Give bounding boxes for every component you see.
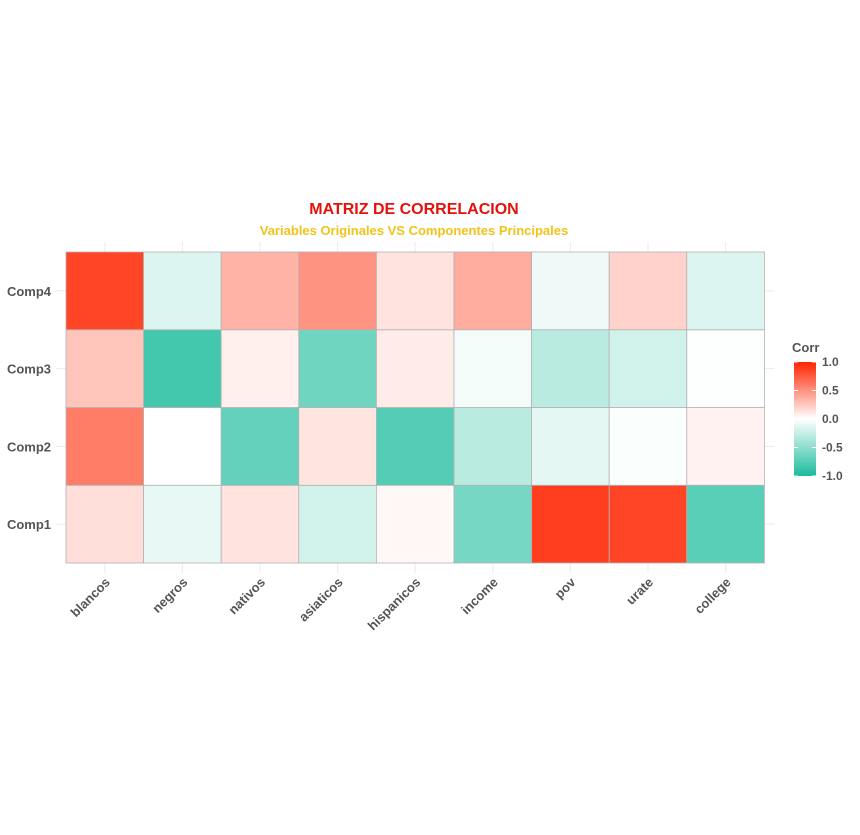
- y-tick-label: Comp1: [7, 517, 51, 532]
- heatmap-cell-comp2-nativos: [220, 407, 300, 486]
- legend-tick-label: 0.0: [822, 412, 839, 426]
- heatmap-cell-comp3-urate: [608, 329, 688, 408]
- heatmap-cell-comp1-blancos: [65, 484, 144, 564]
- x-tick-label: negros: [149, 575, 190, 616]
- heatmap-cell-comp3-pov: [531, 329, 610, 408]
- heatmap-cell-comp4-pov: [531, 251, 610, 331]
- x-tick-label: urate: [623, 575, 656, 608]
- heatmap-cell-comp1-negros: [143, 484, 222, 564]
- heatmap-cell-comp3-asiaticos: [298, 329, 377, 408]
- heatmap-cell-comp4-income: [453, 251, 532, 331]
- legend-tick-label: 0.5: [822, 384, 839, 398]
- x-tick-label: income: [458, 575, 501, 618]
- heatmap-cell-comp4-asiaticos: [298, 251, 377, 331]
- y-tick-label: Comp2: [7, 439, 51, 454]
- legend: Corr 1.0 0.5 0.0 -0.5 -1.0: [792, 340, 843, 483]
- heatmap-cells: [65, 251, 765, 564]
- legend-colorbar: [794, 362, 816, 476]
- heatmap-cell-comp4-hispanicos: [375, 251, 455, 331]
- heatmap-cell-comp2-asiaticos: [298, 407, 377, 486]
- x-tick-label: college: [691, 575, 733, 617]
- y-axis-ticks: Comp1 Comp2 Comp3 Comp4: [7, 284, 52, 532]
- heatmap-cell-comp2-income: [453, 407, 532, 486]
- x-axis-ticks: blancos negros nativos asiaticos hispanicos i…: [68, 574, 734, 633]
- heatmap-cell-comp1-hispanicos: [375, 484, 455, 564]
- heatmap-cell-comp1-asiaticos: [298, 484, 377, 564]
- legend-tick-label: 1.0: [822, 355, 839, 369]
- heatmap-cell-comp3-college: [686, 329, 765, 408]
- heatmap-cell-comp2-pov: [531, 407, 610, 486]
- heatmap-cell-comp1-nativos: [220, 484, 300, 564]
- heatmap-cell-comp2-hispanicos: [375, 407, 455, 486]
- heatmap-cell-comp2-urate: [608, 407, 688, 486]
- heatmap-cell-comp1-urate: [608, 484, 688, 564]
- heatmap-cell-comp4-nativos: [220, 251, 300, 331]
- y-tick-label: Comp4: [7, 284, 52, 299]
- heatmap-cell-comp4-urate: [608, 251, 688, 331]
- heatmap-cell-comp2-college: [686, 407, 765, 486]
- heatmap-cell-comp3-hispanicos: [375, 329, 455, 408]
- y-tick-label: Comp3: [7, 362, 51, 377]
- heatmap-cell-comp3-blancos: [65, 329, 144, 408]
- chart-title: MATRIZ DE CORRELACION: [309, 201, 518, 218]
- heatmap-cell-comp2-negros: [143, 407, 222, 486]
- heatmap-cell-comp1-income: [453, 484, 532, 564]
- heatmap-cell-comp3-income: [453, 329, 532, 408]
- heatmap-cell-comp3-negros: [143, 329, 222, 408]
- heatmap-cell-comp4-blancos: [65, 251, 144, 331]
- heatmap-cell-comp3-nativos: [220, 329, 300, 408]
- heatmap-cell-comp2-blancos: [65, 407, 144, 486]
- x-tick-label: blancos: [68, 575, 113, 620]
- x-tick-label: nativos: [225, 575, 268, 618]
- legend-tick-label: -0.5: [822, 441, 843, 455]
- x-tick-label: hispanicos: [365, 575, 424, 634]
- legend-tick-label: -1.0: [822, 469, 843, 483]
- legend-title: Corr: [792, 340, 819, 355]
- x-tick-label: pov: [552, 574, 579, 601]
- heatmap-cell-comp1-college: [686, 484, 765, 564]
- heatmap-cell-comp4-negros: [143, 251, 222, 331]
- heatmap-cell-comp4-college: [686, 251, 765, 331]
- x-tick-label: asiaticos: [296, 575, 346, 625]
- heatmap-cell-comp1-pov: [531, 484, 610, 564]
- chart-subtitle: Variables Originales VS Componentes Prin…: [260, 223, 569, 238]
